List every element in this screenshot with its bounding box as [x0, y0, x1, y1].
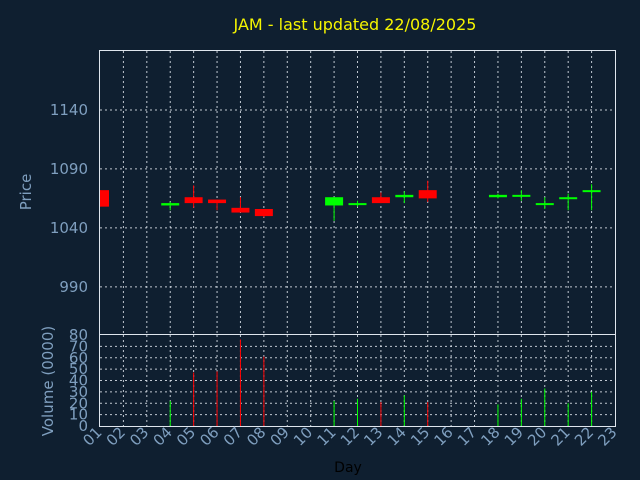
candle-11 [325, 197, 344, 221]
day-tick-label: 08 [243, 423, 269, 449]
chart-title: JAM - last updated 22/08/2025 [233, 15, 477, 34]
volume-bars [169, 339, 593, 426]
candle-body [395, 194, 414, 198]
candle-body [348, 203, 367, 206]
candle-05 [184, 185, 203, 208]
day-tick-label: 23 [594, 423, 620, 449]
candle-08 [254, 209, 273, 218]
day-tick-label: 18 [477, 423, 503, 449]
candle-body [582, 190, 601, 193]
day-axis-label: Day [334, 460, 362, 476]
price-candles [99, 180, 601, 221]
candle-body [184, 197, 203, 204]
volume-tick-label: 50 [69, 360, 88, 378]
day-tick-label: 17 [454, 423, 480, 449]
day-tick-label: 15 [407, 423, 433, 449]
candle-14 [395, 191, 414, 204]
day-tick-label: 14 [384, 423, 410, 449]
price-axis-ticks: 990 1040 1090 1140 [50, 101, 88, 296]
price-tick-label: 1090 [50, 160, 88, 178]
day-tick-label: 06 [196, 423, 222, 449]
volume-gridlines [100, 335, 615, 426]
volume-tick-label: 40 [69, 372, 88, 390]
candle-body [371, 197, 390, 204]
candle-20 [535, 197, 554, 210]
candle-07 [231, 197, 250, 213]
candle-04 [161, 201, 180, 211]
candle-15 [418, 180, 437, 202]
candle-body [512, 194, 531, 197]
candle-body [325, 197, 344, 206]
candle-body [231, 207, 250, 213]
candle-body [418, 190, 437, 199]
price-tick-label: 1140 [50, 101, 88, 119]
candle-01 [99, 190, 109, 207]
candle-body [100, 190, 109, 207]
volume-tick-label: 20 [69, 394, 88, 412]
day-tick-label: 02 [103, 423, 129, 449]
candle-body [488, 194, 507, 198]
day-tick-label: 21 [548, 423, 574, 449]
price-axis-label: Price [17, 174, 35, 211]
day-tick-label: 13 [360, 423, 386, 449]
price-tick-label: 1040 [50, 219, 88, 237]
day-tick-label: 22 [571, 423, 597, 449]
day-tick-label: 05 [173, 423, 199, 449]
candle-body [559, 197, 578, 200]
candle-18 [488, 193, 507, 199]
volume-tick-label: 80 [69, 326, 88, 344]
volume-tick-label: 10 [69, 406, 88, 424]
day-tick-label: 19 [501, 423, 527, 449]
day-tick-label: 07 [220, 423, 246, 449]
day-tick-label: 16 [430, 423, 456, 449]
day-tick-label: 03 [126, 423, 152, 449]
candle-06 [208, 199, 227, 211]
candle-13 [371, 192, 390, 204]
candle-body [208, 199, 227, 204]
day-tick-label: 09 [267, 423, 293, 449]
volume-axis-label: Volume (0000) [39, 326, 57, 436]
candle-21 [559, 193, 578, 211]
day-tick-label: 11 [313, 423, 339, 449]
volume-tick-label: 30 [69, 383, 88, 401]
day-axis-ticks: 0102030405060708091011121314151617181920… [79, 423, 620, 449]
day-tick-label: 20 [524, 423, 550, 449]
day-tick-label: 10 [290, 423, 316, 449]
candle-22 [582, 184, 601, 211]
volume-tick-label: 0 [78, 417, 88, 435]
candle-body [254, 209, 273, 217]
candle-12 [348, 200, 367, 207]
volume-tick-label: 60 [69, 349, 88, 367]
volume-tick-label: 70 [69, 337, 88, 355]
candle-body [161, 203, 180, 206]
candle-body [535, 203, 554, 206]
price-gridlines [100, 51, 615, 334]
candle-19 [512, 190, 531, 201]
price-tick-label: 990 [59, 278, 88, 296]
day-tick-label: 04 [150, 423, 176, 449]
volume-panel-frame [99, 334, 616, 427]
day-tick-label: 12 [337, 423, 363, 449]
